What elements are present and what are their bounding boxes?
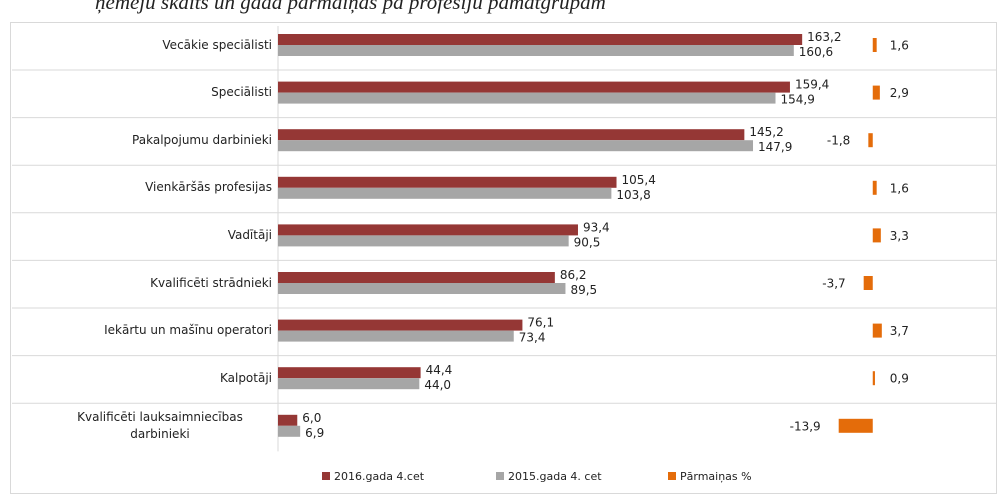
category-label: Vienkāršās profesijas (145, 180, 272, 195)
value-label: 145,2 (749, 125, 783, 139)
legend-swatch (322, 472, 330, 480)
bar (278, 330, 514, 342)
bar (278, 367, 421, 379)
category-label: Vecākie speciālisti (162, 37, 272, 52)
bar (278, 129, 745, 141)
change-bar (872, 85, 880, 100)
bar (278, 235, 569, 247)
value-label: 159,4 (795, 78, 829, 92)
change-label: -13,9 (790, 419, 821, 433)
change-bar (872, 323, 882, 338)
category-label: Pakalpojumu darbinieki (132, 132, 272, 147)
change-bar (872, 371, 875, 386)
change-bar (838, 418, 873, 433)
value-label: 44,4 (426, 363, 453, 377)
category-label: Kalpotāji (219, 370, 272, 385)
chart-title: ņēmēju skaits un gada pārmaiņas pa profe… (95, 0, 606, 14)
bar (278, 319, 523, 331)
legend-swatch (668, 472, 676, 480)
bar (278, 187, 612, 199)
value-label: 105,4 (622, 173, 656, 187)
change-label: -1,8 (827, 134, 850, 148)
bar (278, 92, 776, 104)
value-label: 76,1 (527, 316, 554, 330)
legend-label: 2015.gada 4. cet (508, 470, 602, 483)
change-label: 3,3 (890, 229, 909, 243)
value-label: 93,4 (583, 220, 610, 234)
bar (278, 34, 803, 45)
change-label: 1,6 (890, 39, 909, 53)
value-label: 44,0 (424, 378, 451, 392)
bar (278, 140, 754, 152)
bar (278, 81, 790, 93)
category-label: Vadītāji (227, 227, 272, 242)
value-label: 147,9 (758, 140, 792, 154)
value-label: 89,5 (570, 283, 597, 297)
category-label: Speciālisti (211, 85, 272, 100)
legend-label: 2016.gada 4.cet (334, 470, 425, 483)
bar (278, 272, 555, 283)
change-label: 1,6 (890, 181, 909, 195)
change-label: 3,7 (890, 324, 909, 338)
bar (278, 425, 301, 437)
change-label: -3,7 (822, 277, 845, 291)
change-bar (863, 276, 873, 290)
legend-swatch (496, 472, 504, 480)
value-label: 163,2 (807, 30, 841, 44)
change-bar (872, 180, 877, 195)
bar (278, 45, 794, 56)
value-label: 90,5 (574, 235, 601, 249)
bar (278, 283, 566, 294)
value-label: 6,9 (305, 426, 324, 440)
value-label: 6,0 (302, 411, 321, 425)
value-label: 103,8 (616, 188, 650, 202)
change-bar (868, 133, 873, 148)
change-label: 0,9 (890, 372, 909, 386)
change-label: 2,9 (890, 86, 909, 100)
bar (278, 224, 578, 236)
bar (278, 378, 420, 390)
value-label: 160,6 (799, 45, 833, 59)
value-label: 73,4 (519, 331, 546, 345)
change-bar (872, 38, 877, 52)
value-label: 86,2 (560, 268, 587, 282)
bar (278, 414, 298, 426)
category-label: Iekārtu un mašīnu operatori (104, 323, 272, 338)
bar (278, 176, 617, 188)
category-label: Kvalificēti lauksaimniecības darbinieki (77, 409, 243, 441)
value-label: 154,9 (781, 93, 815, 107)
legend-label: Pārmaiņas % (680, 470, 752, 483)
change-bar (872, 228, 881, 243)
category-label: Kvalificēti strādnieki (150, 275, 272, 290)
